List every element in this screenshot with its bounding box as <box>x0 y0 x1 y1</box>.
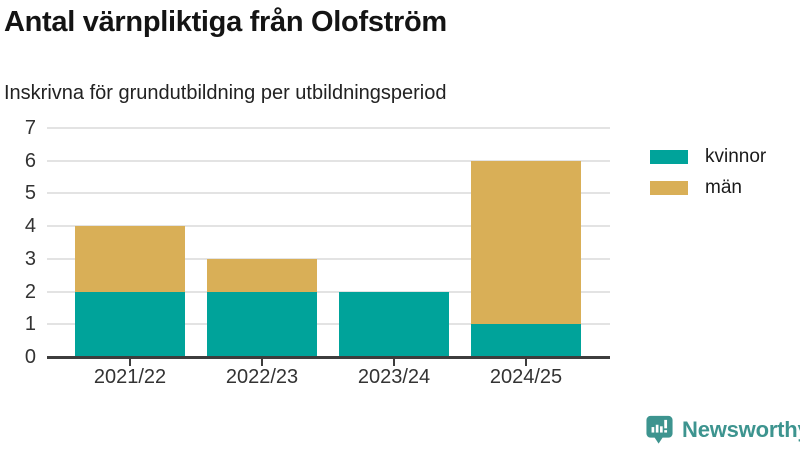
y-tick-label: 3 <box>24 247 36 270</box>
gridline <box>47 127 610 129</box>
bar-segment-män <box>207 258 317 292</box>
gridline <box>47 323 610 326</box>
newsworthy-wordmark: Newsworthy <box>682 417 800 442</box>
legend-item: män <box>650 178 766 198</box>
x-tick-mark <box>393 359 395 366</box>
y-tick-label: 4 <box>24 215 36 238</box>
y-tick-label: 7 <box>24 117 36 139</box>
gridline <box>47 159 610 162</box>
chart-title: Antal värnpliktiga från Olofström <box>4 6 447 38</box>
newsworthy-logo-link[interactable]: Newsworthy <box>644 414 800 446</box>
gridline <box>47 290 610 293</box>
y-tick-label: 1 <box>24 313 36 336</box>
bar-segment-kvinnor <box>207 291 317 357</box>
y-tick-label: 0 <box>24 346 36 368</box>
bar-segment-kvinnor <box>75 291 185 357</box>
legend-label: kvinnor <box>705 146 767 167</box>
x-tick-label: 2023/24 <box>357 366 431 388</box>
legend-item: kvinnor <box>650 147 766 167</box>
legend: kvinnor män <box>650 147 766 209</box>
y-tick-label: 5 <box>24 182 36 205</box>
x-tick-mark <box>525 359 527 366</box>
legend-swatch <box>650 150 688 164</box>
gridline <box>47 225 610 228</box>
legend-label: män <box>705 177 742 198</box>
gridline <box>47 257 610 260</box>
bar-segment-kvinnor <box>339 291 449 357</box>
x-tick-label: 2022/23 <box>225 366 299 388</box>
x-tick-label: 2021/22 <box>93 366 167 388</box>
gridline <box>47 192 610 195</box>
legend-swatch <box>650 181 688 195</box>
x-tick-mark <box>261 359 263 366</box>
x-tick-label: 2024/25 <box>489 366 563 388</box>
plot-area <box>47 127 610 357</box>
chart-subtitle: Inskrivna för grundutbildning per utbild… <box>4 82 447 104</box>
x-tick-mark <box>129 359 131 366</box>
bar-segment-kvinnor <box>471 324 581 357</box>
bar-segment-män <box>471 160 581 325</box>
y-tick-label: 2 <box>24 280 36 303</box>
newsworthy-icon <box>646 415 673 444</box>
y-tick-label: 6 <box>24 149 36 172</box>
bar-segment-män <box>75 226 185 292</box>
